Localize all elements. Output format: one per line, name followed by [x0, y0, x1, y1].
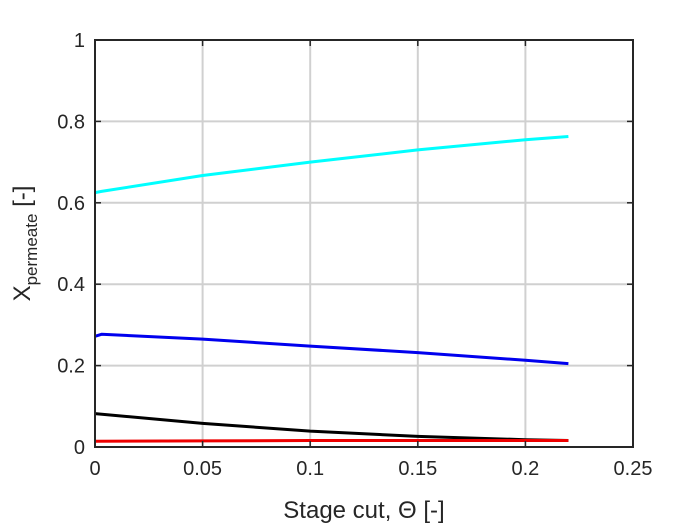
series-line-2 — [94, 332, 569, 366]
grid-lines — [95, 40, 633, 447]
y-axis-label-main: X — [9, 285, 36, 301]
x-tick-label: 0.2 — [511, 458, 539, 480]
series-line-4 — [94, 439, 569, 443]
series-lines — [94, 135, 569, 443]
x-tick-label: 0 — [89, 458, 100, 480]
y-tick-label: 0.8 — [57, 111, 85, 133]
axes-box — [94, 39, 634, 448]
x-axis-label: Stage cut, Θ [-] — [283, 497, 444, 524]
plot-area — [95, 40, 633, 447]
y-tick-label: 0.4 — [57, 274, 85, 296]
x-tick-label: 0.15 — [398, 458, 437, 480]
y-axis-label-suffix: [-] — [9, 186, 36, 214]
x-tick-label: 0.25 — [614, 458, 653, 480]
tick-marks — [94, 39, 634, 448]
y-tick-label: 0 — [74, 437, 85, 459]
x-tick-labels: 0 0.05 0.1 0.15 0.2 0.25 — [89, 458, 652, 480]
y-tick-label: 1 — [74, 30, 85, 52]
x-tick-label: 0.1 — [296, 458, 324, 480]
series-line-1 — [94, 135, 569, 195]
x-tick-label: 0.05 — [183, 458, 222, 480]
y-axis-label: Xpermeate [-] — [9, 186, 41, 302]
y-tick-label: 0.6 — [57, 193, 85, 215]
y-axis-label-subscript: permeate — [22, 214, 41, 286]
y-tick-labels: 0 0.2 0.4 0.6 0.8 1 — [57, 30, 85, 459]
y-tick-label: 0.2 — [57, 356, 85, 378]
